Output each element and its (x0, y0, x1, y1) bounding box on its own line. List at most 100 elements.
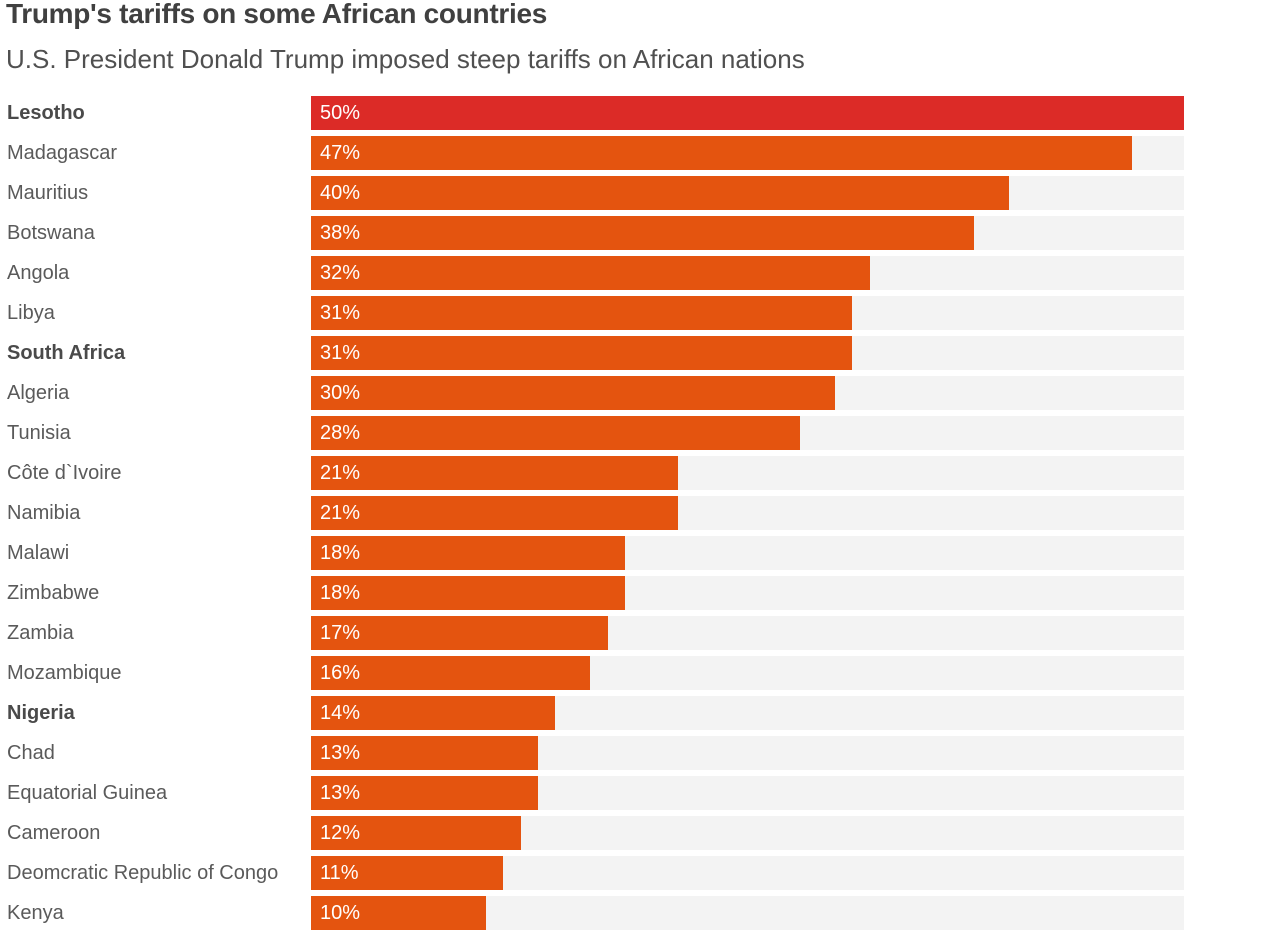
bar-track: 31% (311, 336, 1184, 370)
bar-row: Côte d`Ivoire 21% (0, 456, 1200, 490)
category-label: Madagascar (7, 142, 118, 164)
bar-row: Mauritius 40% (0, 176, 1200, 210)
bar-row: Nigeria 14% (0, 696, 1200, 730)
category-label: Mozambique (7, 662, 122, 684)
bar-row: Namibia 21% (0, 496, 1200, 530)
category-label: Kenya (7, 902, 64, 924)
chart-title: Trump's tariffs on some African countrie… (6, 0, 547, 29)
bar-track: 31% (311, 296, 1184, 330)
bar-row: Deomcratic Republic of Congo 11% (0, 856, 1200, 890)
bar-row: Algeria 30% (0, 376, 1200, 410)
bar-row: Lesotho 50% (0, 96, 1200, 130)
bar-track: 13% (311, 776, 1184, 810)
bar-row: Chad 13% (0, 736, 1200, 770)
bar: 38% (311, 216, 974, 250)
data-label: 30% (320, 382, 361, 404)
bar-track: 30% (311, 376, 1184, 410)
data-label: 13% (320, 782, 361, 804)
bar-row: Mozambique 16% (0, 656, 1200, 690)
bar: 16% (311, 656, 590, 690)
data-label: 10% (320, 902, 361, 924)
data-label: 18% (320, 542, 361, 564)
bar: 18% (311, 576, 625, 610)
bar: 31% (311, 296, 852, 330)
bar-track: 21% (311, 456, 1184, 490)
category-label: Mauritius (7, 182, 89, 204)
data-label: 17% (320, 622, 361, 644)
category-label: Lesotho (7, 102, 85, 124)
data-label: 21% (320, 462, 361, 484)
category-label: Botswana (7, 222, 95, 244)
bar: 28% (311, 416, 800, 450)
bar: 17% (311, 616, 608, 650)
data-label: 18% (320, 582, 361, 604)
category-label: Nigeria (7, 702, 75, 724)
data-label: 31% (320, 342, 361, 364)
category-label: Zambia (7, 622, 74, 644)
bar-row: Malawi 18% (0, 536, 1200, 570)
bar-row: Libya 31% (0, 296, 1200, 330)
bar-row: Madagascar 47% (0, 136, 1200, 170)
data-label: 14% (320, 702, 361, 724)
bar-track: 40% (311, 176, 1184, 210)
bar: 30% (311, 376, 835, 410)
bar: 12% (311, 816, 521, 850)
data-label: 13% (320, 742, 361, 764)
bar: 18% (311, 536, 625, 570)
bar: 50% (311, 96, 1184, 130)
category-label: Cameroon (7, 822, 101, 844)
bar-track: 38% (311, 216, 1184, 250)
data-label: 16% (320, 662, 361, 684)
data-label: 11% (320, 862, 359, 884)
data-label: 31% (320, 302, 361, 324)
bar-track: 11% (311, 856, 1184, 890)
bar-row: Tunisia 28% (0, 416, 1200, 450)
bar: 31% (311, 336, 852, 370)
category-label: Deomcratic Republic of Congo (7, 862, 279, 884)
bar-track: 21% (311, 496, 1184, 530)
bar: 47% (311, 136, 1132, 170)
category-label: Libya (7, 302, 55, 324)
category-label: South Africa (7, 342, 126, 364)
category-label: Equatorial Guinea (7, 782, 168, 804)
bar-row: Equatorial Guinea 13% (0, 776, 1200, 810)
category-label: Algeria (7, 382, 70, 404)
bar-track: 47% (311, 136, 1184, 170)
bar-track: 17% (311, 616, 1184, 650)
bar: 14% (311, 696, 555, 730)
bar-track: 12% (311, 816, 1184, 850)
bar: 13% (311, 736, 538, 770)
bar-row: Zimbabwe 18% (0, 576, 1200, 610)
bar-track: 13% (311, 736, 1184, 770)
bar-row: Botswana 38% (0, 216, 1200, 250)
bar-track: 18% (311, 536, 1184, 570)
data-label: 32% (320, 262, 361, 284)
category-label: Zimbabwe (7, 582, 100, 604)
category-label: Côte d`Ivoire (7, 462, 122, 484)
category-label: Malawi (7, 542, 70, 564)
chart-subtitle: U.S. President Donald Trump imposed stee… (6, 44, 805, 74)
bar: 32% (311, 256, 870, 290)
bar-row: Zambia 17% (0, 616, 1200, 650)
bar-chart: Lesotho 50% Madagascar 47% Mauritius 40% Botsw… (0, 96, 1200, 936)
bar-track: 16% (311, 656, 1184, 690)
data-label: 50% (320, 102, 361, 124)
data-label: 38% (320, 222, 361, 244)
bar-row: South Africa 31% (0, 336, 1200, 370)
bar: 10% (311, 896, 486, 930)
bar-row: Cameroon 12% (0, 816, 1200, 850)
data-label: 21% (320, 502, 361, 524)
category-label: Chad (7, 742, 55, 764)
bar-track: 10% (311, 896, 1184, 930)
bar-track: 50% (311, 96, 1184, 130)
bar: 13% (311, 776, 538, 810)
category-label: Tunisia (7, 422, 71, 444)
category-label: Angola (7, 262, 70, 284)
bar-track: 18% (311, 576, 1184, 610)
bar: 21% (311, 456, 678, 490)
bar-track: 14% (311, 696, 1184, 730)
bar: 40% (311, 176, 1009, 210)
data-label: 47% (320, 142, 361, 164)
bar-track: 32% (311, 256, 1184, 290)
data-label: 40% (320, 182, 361, 204)
